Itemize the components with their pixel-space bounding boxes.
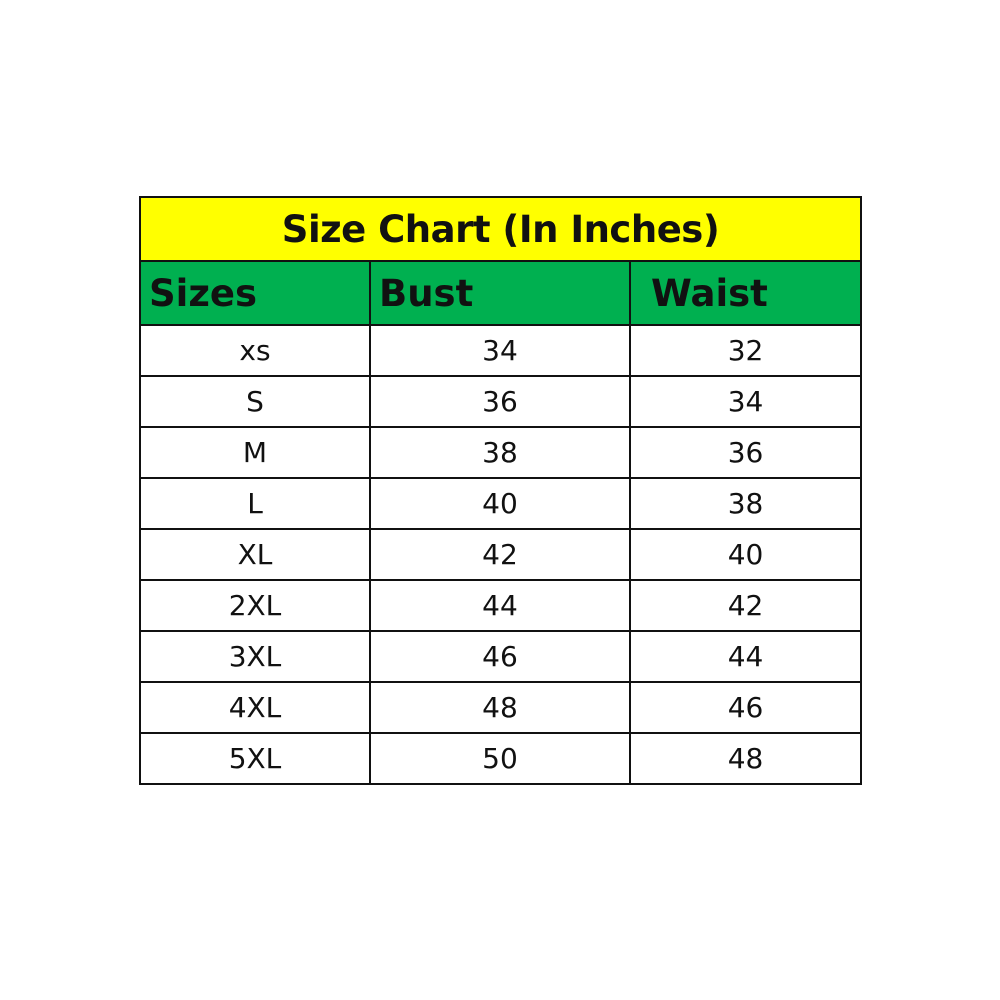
table-title: Size Chart (In Inches) bbox=[138, 196, 863, 262]
waist-cell: 46 bbox=[628, 681, 863, 734]
size-cell: S bbox=[139, 375, 371, 428]
size-chart-table: Size Chart (In Inches) Sizes Bust Waist … bbox=[138, 196, 863, 785]
waist-cell: 34 bbox=[628, 375, 863, 428]
size-cell: 4XL bbox=[139, 681, 371, 734]
column-header-bust: Bust bbox=[369, 260, 631, 326]
table-row: 4XL 48 46 bbox=[139, 681, 863, 734]
bust-cell: 40 bbox=[369, 477, 631, 530]
size-cell: 5XL bbox=[139, 732, 371, 785]
bust-cell: 42 bbox=[369, 528, 631, 581]
table-row: L 40 38 bbox=[139, 477, 863, 530]
size-cell: xs bbox=[139, 324, 371, 377]
size-cell: 3XL bbox=[139, 630, 371, 683]
waist-cell: 36 bbox=[628, 426, 863, 479]
table-row: S 36 34 bbox=[139, 375, 863, 428]
table-row: 5XL 50 48 bbox=[139, 732, 863, 785]
bust-cell: 36 bbox=[369, 375, 631, 428]
bust-cell: 48 bbox=[369, 681, 631, 734]
size-cell: M bbox=[139, 426, 371, 479]
bust-cell: 44 bbox=[369, 579, 631, 632]
waist-cell: 42 bbox=[628, 579, 863, 632]
table-row: 3XL 46 44 bbox=[139, 630, 863, 683]
table-row: M 38 36 bbox=[139, 426, 863, 479]
bust-cell: 38 bbox=[369, 426, 631, 479]
table-row: 2XL 44 42 bbox=[139, 579, 863, 632]
waist-cell: 44 bbox=[628, 630, 863, 683]
header-row: Sizes Bust Waist bbox=[139, 260, 863, 326]
table-row: xs 34 32 bbox=[139, 324, 863, 377]
size-cell: 2XL bbox=[139, 579, 371, 632]
waist-cell: 38 bbox=[628, 477, 863, 530]
waist-cell: 40 bbox=[628, 528, 863, 581]
column-header-waist: Waist bbox=[628, 260, 863, 326]
table-row: XL 42 40 bbox=[139, 528, 863, 581]
size-cell: L bbox=[139, 477, 371, 530]
waist-cell: 32 bbox=[628, 324, 863, 377]
column-header-sizes: Sizes bbox=[139, 260, 371, 326]
title-row: Size Chart (In Inches) bbox=[138, 196, 863, 262]
size-cell: XL bbox=[139, 528, 371, 581]
bust-cell: 34 bbox=[369, 324, 631, 377]
bust-cell: 50 bbox=[369, 732, 631, 785]
waist-cell: 48 bbox=[628, 732, 863, 785]
bust-cell: 46 bbox=[369, 630, 631, 683]
